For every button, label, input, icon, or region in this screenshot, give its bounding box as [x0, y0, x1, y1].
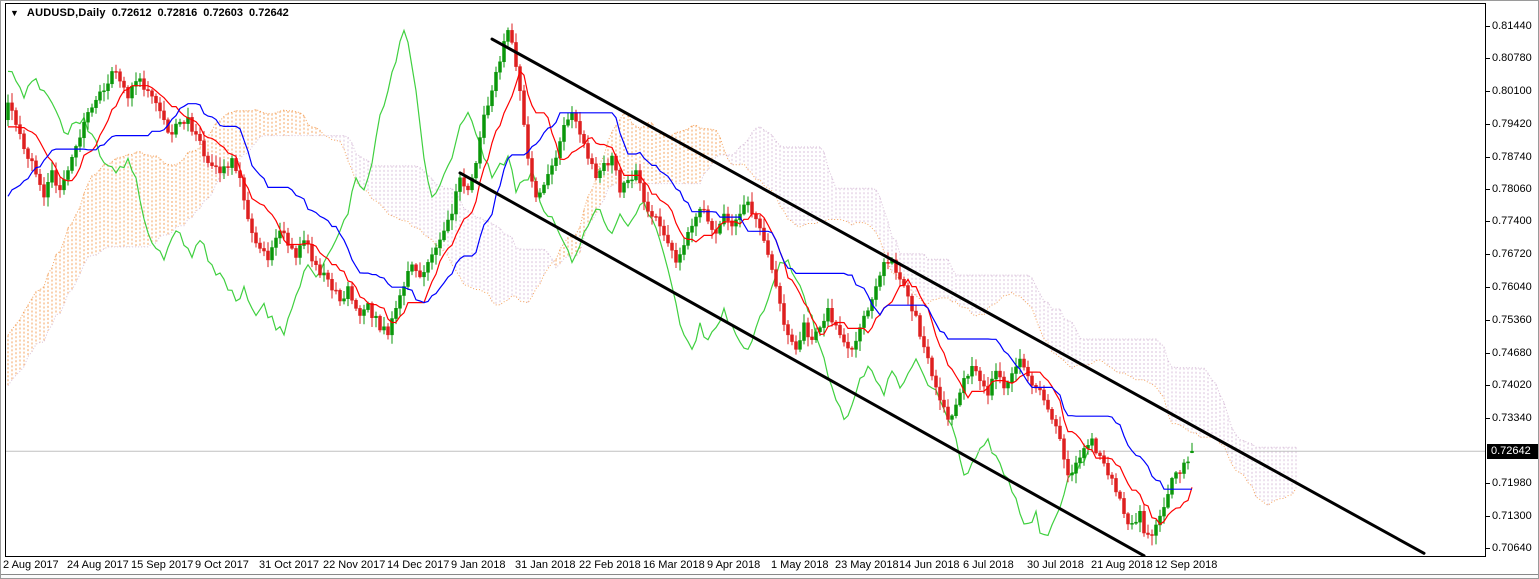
date-tick-label: 9 Oct 2017	[195, 559, 249, 571]
price-tick-label: 0.70640	[1492, 542, 1532, 554]
price-tick-mark	[1486, 156, 1490, 158]
price-tick-label: 0.81440	[1492, 20, 1532, 32]
price-tick-mark	[1486, 548, 1490, 549]
price-tick-mark	[1486, 516, 1490, 518]
date-scale[interactable]: 2 Aug 2017 24 Aug 2017 15 Sep 2017 9 Oct 20…	[1, 558, 1538, 574]
price-scale[interactable]: 0.72642 0.81440 0.80780 0.80100 0.79420 0.78…	[1486, 3, 1538, 557]
date-tick-label: 6 Jul 2018	[963, 559, 1014, 571]
date-tick-label: 31 Jan 2018	[515, 559, 576, 571]
date-tick-label: 31 Oct 2017	[259, 559, 319, 571]
senkou-span-b-line	[7, 126, 1296, 448]
chikou-span-line	[7, 28, 1089, 537]
quote-close: 0.72642	[249, 7, 289, 19]
ichimoku-kumo-cloud	[7, 109, 1297, 506]
collapse-triangle-icon: ▼	[10, 8, 19, 18]
date-tick-label: 12 Sep 2018	[1155, 559, 1218, 571]
price-tick-mark	[1486, 417, 1490, 419]
price-tick-mark	[1486, 254, 1490, 256]
date-tick-label: 16 Mar 2018	[643, 559, 705, 571]
price-tick-mark	[1486, 319, 1490, 321]
price-tick-mark	[1486, 483, 1490, 485]
date-tick-label: 14 Jun 2018	[899, 559, 960, 571]
kijun-sen-line	[7, 103, 1192, 490]
price-tick-mark	[1486, 57, 1490, 59]
price-tick-mark	[1486, 26, 1490, 27]
symbol-period-label: AUDUSD,Daily	[26, 7, 106, 19]
price-tick-label: 0.76040	[1492, 281, 1532, 293]
price-tick-label: 0.79420	[1492, 117, 1532, 130]
price-tick-mark	[1486, 221, 1490, 223]
price-tick-mark	[1486, 189, 1490, 191]
date-tick-label: 22 Feb 2018	[579, 559, 641, 571]
price-tick-label: 0.75360	[1492, 313, 1532, 326]
date-tick-label: 21 Aug 2018	[1091, 559, 1153, 571]
quote-low: 0.72603	[203, 7, 244, 19]
date-tick-label: 24 Aug 2017	[67, 559, 129, 571]
chart-title: ▼ AUDUSD,Daily 0.72612 0.72816 0.72603 0…	[10, 6, 289, 20]
plot-layers	[6, 23, 1485, 556]
price-tick-mark	[1486, 90, 1490, 92]
price-tick-label: 0.73340	[1492, 411, 1532, 424]
trendline-channel-lower[interactable]	[458, 171, 1146, 556]
date-tick-label: 15 Sep 2017	[131, 559, 194, 571]
tenkan-sen-line	[8, 69, 1193, 526]
date-tick-label: 1 May 2018	[771, 559, 829, 571]
date-tick-label: 9 Apr 2018	[707, 559, 761, 571]
price-tick-label: 0.80100	[1492, 84, 1532, 97]
trendline-channel-upper[interactable]	[490, 37, 1426, 555]
window-bottom-edge	[1, 574, 1538, 578]
price-tick-label: 0.76720	[1492, 248, 1532, 261]
price-tick-label: 0.77400	[1492, 215, 1532, 228]
price-tick-mark	[1486, 352, 1490, 354]
date-tick-label: 23 May 2018	[835, 559, 899, 571]
price-tick-label: 0.74680	[1492, 346, 1532, 359]
price-tick-mark	[1486, 384, 1490, 386]
quote-open: 0.72612	[111, 7, 152, 19]
price-tick-mark	[1486, 287, 1490, 288]
price-tick-label: 0.71980	[1492, 477, 1532, 490]
price-tick-label: 0.80780	[1492, 51, 1532, 64]
date-tick-label: 30 Jul 2018	[1027, 559, 1084, 571]
candles-layer	[6, 23, 1194, 546]
current-price-label: 0.72642	[1487, 444, 1538, 460]
quote-high: 0.72816	[157, 7, 198, 19]
date-tick-label: 14 Dec 2017	[387, 559, 450, 571]
price-tick-label: 0.78740	[1492, 150, 1532, 163]
price-tick-mark	[1486, 123, 1490, 125]
plot-area-border	[5, 3, 1486, 557]
price-tick-label: 0.78060	[1492, 183, 1532, 196]
date-tick-label: 2 Aug 2017	[3, 559, 59, 571]
date-tick-label: 9 Jan 2018	[451, 559, 506, 571]
date-tick-label: 22 Nov 2017	[323, 559, 386, 571]
price-tick-label: 0.71300	[1492, 510, 1532, 523]
price-tick-label: 0.74020	[1492, 378, 1532, 391]
